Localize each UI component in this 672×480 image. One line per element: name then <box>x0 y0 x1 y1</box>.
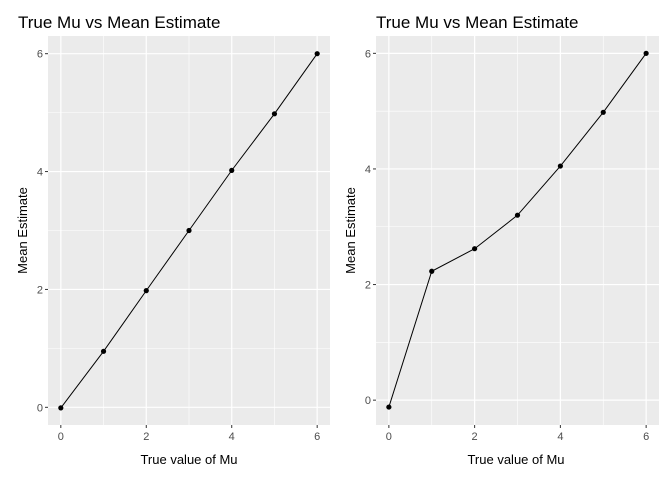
right-chart-x-axis-label: True value of Mu <box>467 452 564 467</box>
left-chart-x-tick-label: 4 <box>229 431 235 443</box>
left-chart-data <box>58 51 320 411</box>
left-chart-data-point <box>314 51 320 57</box>
left-chart: True Mu vs Mean Estimate 0 2 4 6 0 2 4 6 True v… <box>15 13 330 467</box>
left-chart-y-tick-label: 6 <box>37 49 43 61</box>
left-chart-x-tick-label: 2 <box>143 431 149 443</box>
left-chart-data-point <box>143 288 149 294</box>
right-chart-data-point <box>643 50 649 56</box>
right-chart: True Mu vs Mean Estimate 0 2 4 6 0 2 4 6 True v… <box>343 13 659 467</box>
right-chart-x-tick-label: 0 <box>386 431 392 443</box>
left-chart-y-axis-label: Mean Estimate <box>15 187 30 274</box>
right-chart-title: True Mu vs Mean Estimate <box>376 13 579 32</box>
left-chart-data-point <box>271 111 278 117</box>
right-chart-y-tick-label: 0 <box>365 395 371 407</box>
right-chart-data-point <box>472 246 478 252</box>
right-chart-y-axis-label: Mean Estimate <box>343 187 358 274</box>
left-chart-x-tick-label: 6 <box>314 431 320 443</box>
left-chart-x-axis-label: True value of Mu <box>140 452 237 467</box>
left-chart-data-point <box>100 348 107 354</box>
left-chart-data-point <box>229 167 235 173</box>
right-chart-x-tick-label: 6 <box>643 431 649 443</box>
left-chart-grid <box>48 36 330 425</box>
right-chart-y-tick-label: 2 <box>365 280 371 292</box>
right-chart-data-point <box>429 268 435 274</box>
right-chart-x-tick-label: 2 <box>472 431 478 443</box>
right-chart-data <box>386 50 649 410</box>
right-chart-data-point <box>386 404 392 410</box>
left-chart-y-tick-label: 2 <box>37 284 43 296</box>
left-chart-ticks: 0 2 4 6 0 2 4 6 <box>37 49 320 443</box>
right-chart-grid <box>376 36 659 425</box>
left-chart-y-tick-label: 0 <box>37 402 43 414</box>
right-chart-y-tick-label: 4 <box>365 164 371 176</box>
right-chart-data-point <box>557 163 563 169</box>
left-chart-x-tick-label: 0 <box>58 431 64 443</box>
left-chart-y-tick-label: 4 <box>37 167 43 179</box>
right-chart-y-tick-label: 6 <box>365 48 371 60</box>
right-chart-data-point <box>600 109 606 115</box>
right-chart-ticks: 0 2 4 6 0 2 4 6 <box>365 48 649 443</box>
right-chart-data-point <box>514 212 521 218</box>
right-chart-x-tick-label: 4 <box>557 431 563 443</box>
left-chart-title: True Mu vs Mean Estimate <box>18 13 221 32</box>
left-chart-data-point <box>186 227 192 234</box>
left-chart-data-point <box>58 405 64 411</box>
